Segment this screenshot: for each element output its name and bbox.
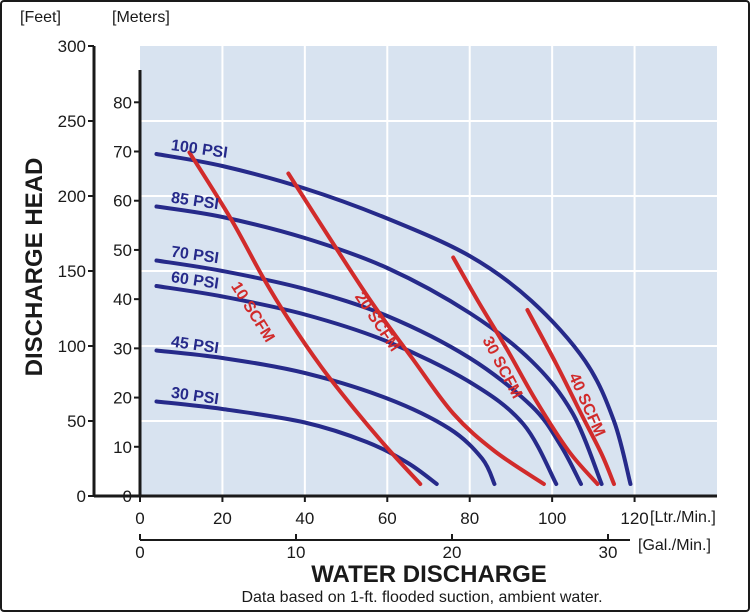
pressure-label: 85 PSI: [170, 190, 220, 214]
x-ltr-tick-label: 120: [620, 509, 648, 528]
y-meters-unit-label: [Meters]: [112, 9, 170, 26]
y-meters-tick-label: 50: [113, 241, 132, 260]
air-consumption-curves: [187, 150, 616, 486]
pressure-curve-45-psi: [154, 348, 497, 486]
x-ltr-tick-label: 0: [135, 509, 144, 528]
pressure-curve-30-psi: [154, 399, 439, 486]
gridlines: [140, 46, 717, 496]
y-feet-tick-label: 250: [58, 112, 86, 131]
pressure-label: 70 PSI: [170, 244, 220, 268]
x-ltr-unit-label: [Ltr./Min.]: [650, 509, 716, 526]
y-feet-unit-label: [Feet]: [20, 9, 61, 26]
pressure-curve-100-psi: [154, 152, 633, 486]
x-ltr-tick-label: 40: [295, 509, 314, 528]
x-ltr-tick-label: 60: [378, 509, 397, 528]
y-meters-tick-label: 20: [113, 389, 132, 408]
y-feet-tick-label: 50: [67, 412, 86, 431]
x-gal-tick-label: 30: [599, 543, 618, 562]
x-ltr-tick-label: 20: [213, 509, 232, 528]
x-gal-tick-label: 0: [135, 543, 144, 562]
pressure-label: 30 PSI: [170, 385, 220, 409]
y-feet-tick-label: 300: [58, 37, 86, 56]
x-ltr-tick-label: 80: [460, 509, 479, 528]
y-meters-tick-label: 80: [113, 93, 132, 112]
air-curve-40-scfm: [525, 308, 616, 486]
y-feet-tick-label: 0: [77, 487, 86, 506]
y-meters-tick-label: 40: [113, 290, 132, 309]
air-curve-30-scfm: [451, 255, 600, 486]
pressure-label: 45 PSI: [170, 334, 220, 358]
footnote: Data based on 1-ft. flooded suction, amb…: [241, 589, 602, 606]
pressure-label: 60 PSI: [170, 269, 220, 293]
y-feet-tick-label: 100: [58, 337, 86, 356]
x-gal-tick-label: 10: [287, 543, 306, 562]
y-meters-tick-label: 10: [113, 438, 132, 457]
y-feet-tick-label: 150: [58, 262, 86, 281]
y-axis-title: DISCHARGE HEAD: [21, 158, 48, 377]
y-meters-tick-label: 70: [113, 143, 132, 162]
pressure-curve-70-psi: [154, 258, 583, 486]
x-gal-unit-label: [Gal./Min.]: [638, 537, 711, 554]
pressure-curve-60-psi: [154, 284, 559, 486]
pressure-curves: [154, 152, 633, 486]
y-meters-tick-label: 60: [113, 192, 132, 211]
x-ltr-tick-label: 100: [538, 509, 566, 528]
y-meters-tick-label: 0: [123, 487, 132, 506]
x-gal-tick-label: 20: [443, 543, 462, 562]
air-curve-20-scfm: [286, 171, 546, 486]
y-feet-tick-label: 200: [58, 187, 86, 206]
y-meters-tick-label: 30: [113, 339, 132, 358]
x-axis-title: WATER DISCHARGE: [311, 561, 547, 588]
air-curve-10-scfm: [187, 150, 423, 486]
